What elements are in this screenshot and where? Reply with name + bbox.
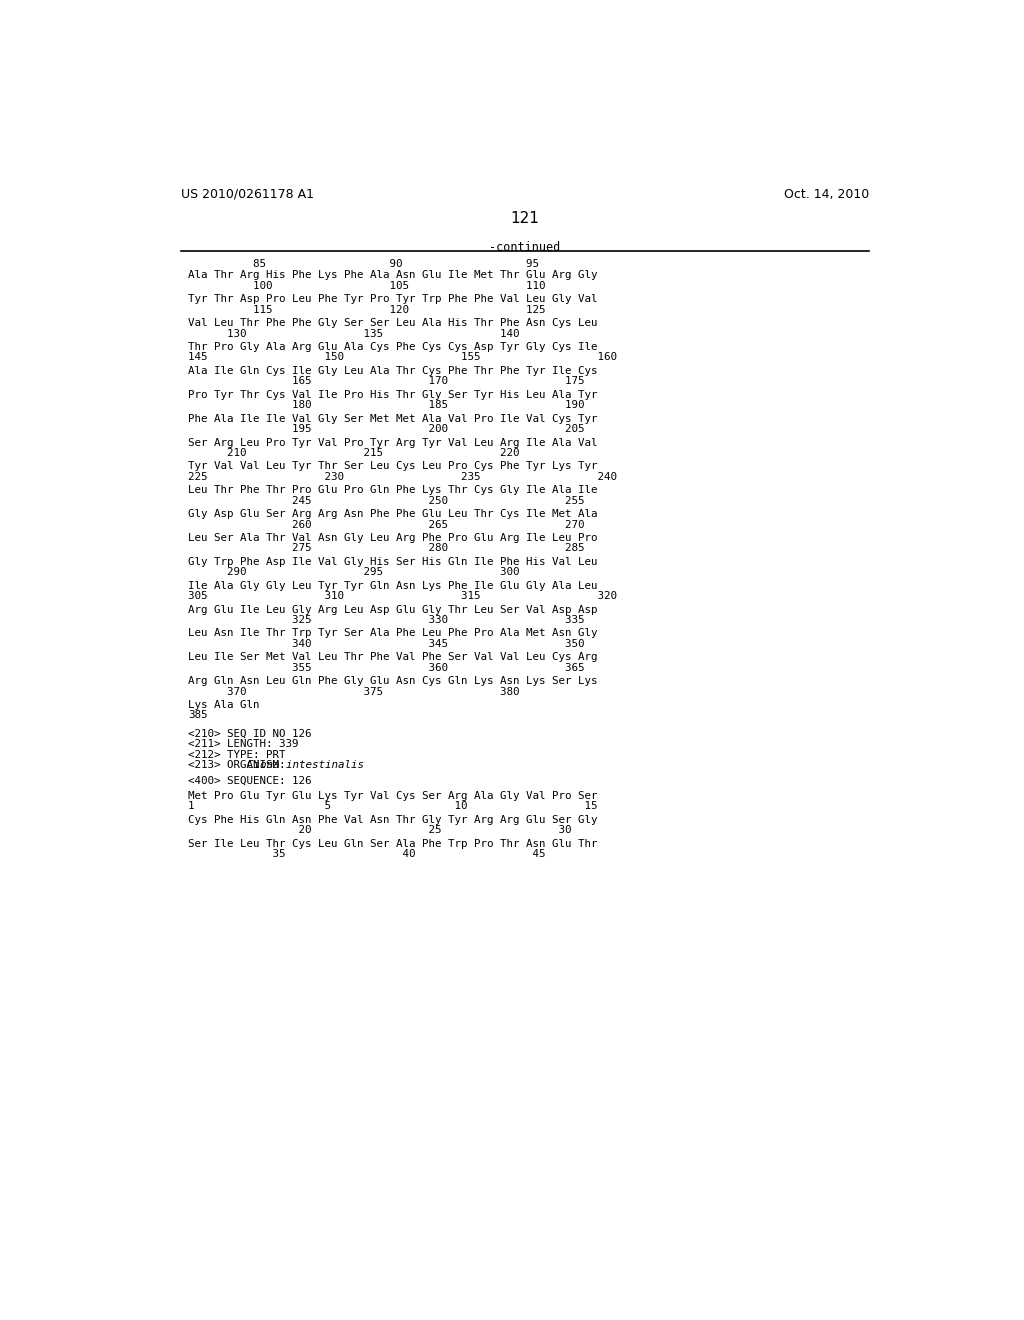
Text: Oct. 14, 2010: Oct. 14, 2010 xyxy=(783,187,869,201)
Text: 195                  200                  205: 195 200 205 xyxy=(188,424,585,434)
Text: 260                  265                  270: 260 265 270 xyxy=(188,520,585,529)
Text: 340                  345                  350: 340 345 350 xyxy=(188,639,585,649)
Text: Leu Ile Ser Met Val Leu Thr Phe Val Phe Ser Val Val Leu Cys Arg: Leu Ile Ser Met Val Leu Thr Phe Val Phe … xyxy=(188,652,598,663)
Text: Met Pro Glu Tyr Glu Lys Tyr Val Cys Ser Arg Ala Gly Val Pro Ser: Met Pro Glu Tyr Glu Lys Tyr Val Cys Ser … xyxy=(188,791,598,801)
Text: 325                  330                  335: 325 330 335 xyxy=(188,615,585,624)
Text: 130                  135                  140: 130 135 140 xyxy=(188,329,520,338)
Text: Leu Ser Ala Thr Val Asn Gly Leu Arg Phe Pro Glu Arg Ile Leu Pro: Leu Ser Ala Thr Val Asn Gly Leu Arg Phe … xyxy=(188,533,598,543)
Text: 305                  310                  315                  320: 305 310 315 320 xyxy=(188,591,617,601)
Text: 355                  360                  365: 355 360 365 xyxy=(188,663,585,673)
Text: <212> TYPE: PRT: <212> TYPE: PRT xyxy=(188,750,286,760)
Text: 225                  230                  235                  240: 225 230 235 240 xyxy=(188,471,617,482)
Text: Arg Glu Ile Leu Gly Arg Leu Asp Glu Gly Thr Leu Ser Val Asp Asp: Arg Glu Ile Leu Gly Arg Leu Asp Glu Gly … xyxy=(188,605,598,615)
Text: Ala Thr Arg His Phe Lys Phe Ala Asn Glu Ile Met Thr Glu Arg Gly: Ala Thr Arg His Phe Lys Phe Ala Asn Glu … xyxy=(188,271,598,280)
Text: 275                  280                  285: 275 280 285 xyxy=(188,544,585,553)
Text: Thr Pro Gly Ala Arg Glu Ala Cys Phe Cys Cys Asp Tyr Gly Cys Ile: Thr Pro Gly Ala Arg Glu Ala Cys Phe Cys … xyxy=(188,342,598,352)
Text: Ser Ile Leu Thr Cys Leu Gln Ser Ala Phe Trp Pro Thr Asn Glu Thr: Ser Ile Leu Thr Cys Leu Gln Ser Ala Phe … xyxy=(188,838,598,849)
Text: <211> LENGTH: 339: <211> LENGTH: 339 xyxy=(188,739,299,750)
Text: <213> ORGANISM:: <213> ORGANISM: xyxy=(188,760,293,770)
Text: 245                  250                  255: 245 250 255 xyxy=(188,496,585,506)
Text: Lys Ala Gln: Lys Ala Gln xyxy=(188,700,260,710)
Text: Gly Asp Glu Ser Arg Arg Asn Phe Phe Glu Leu Thr Cys Ile Met Ala: Gly Asp Glu Ser Arg Arg Asn Phe Phe Glu … xyxy=(188,510,598,519)
Text: Val Leu Thr Phe Phe Gly Ser Ser Leu Ala His Thr Phe Asn Cys Leu: Val Leu Thr Phe Phe Gly Ser Ser Leu Ala … xyxy=(188,318,598,329)
Text: Leu Asn Ile Thr Trp Tyr Ser Ala Phe Leu Phe Pro Ala Met Asn Gly: Leu Asn Ile Thr Trp Tyr Ser Ala Phe Leu … xyxy=(188,628,598,639)
Text: Ile Ala Gly Gly Leu Tyr Tyr Gln Asn Lys Phe Ile Glu Gly Ala Leu: Ile Ala Gly Gly Leu Tyr Tyr Gln Asn Lys … xyxy=(188,581,598,591)
Text: Tyr Val Val Leu Tyr Thr Ser Leu Cys Leu Pro Cys Phe Tyr Lys Tyr: Tyr Val Val Leu Tyr Thr Ser Leu Cys Leu … xyxy=(188,462,598,471)
Text: 370                  375                  380: 370 375 380 xyxy=(188,686,520,697)
Text: 100                  105                  110: 100 105 110 xyxy=(188,281,546,290)
Text: 165                  170                  175: 165 170 175 xyxy=(188,376,585,387)
Text: 20                  25                  30: 20 25 30 xyxy=(188,825,572,836)
Text: <400> SEQUENCE: 126: <400> SEQUENCE: 126 xyxy=(188,776,312,785)
Text: 145                  150                  155                  160: 145 150 155 160 xyxy=(188,352,617,363)
Text: Arg Gln Asn Leu Gln Phe Gly Glu Asn Cys Gln Lys Asn Lys Ser Lys: Arg Gln Asn Leu Gln Phe Gly Glu Asn Cys … xyxy=(188,676,598,686)
Text: 210                  215                  220: 210 215 220 xyxy=(188,447,520,458)
Text: Gly Trp Phe Asp Ile Val Gly His Ser His Gln Ile Phe His Val Leu: Gly Trp Phe Asp Ile Val Gly His Ser His … xyxy=(188,557,598,566)
Text: 1                    5                   10                  15: 1 5 10 15 xyxy=(188,801,598,812)
Text: Cys Phe His Gln Asn Phe Val Asn Thr Gly Tyr Arg Arg Glu Ser Gly: Cys Phe His Gln Asn Phe Val Asn Thr Gly … xyxy=(188,814,598,825)
Text: <210> SEQ ID NO 126: <210> SEQ ID NO 126 xyxy=(188,729,312,739)
Text: 35                  40                  45: 35 40 45 xyxy=(188,849,546,859)
Text: Ser Arg Leu Pro Tyr Val Pro Tyr Arg Tyr Val Leu Arg Ile Ala Val: Ser Arg Leu Pro Tyr Val Pro Tyr Arg Tyr … xyxy=(188,437,598,447)
Text: Ala Ile Gln Cys Ile Gly Leu Ala Thr Cys Phe Thr Phe Tyr Ile Cys: Ala Ile Gln Cys Ile Gly Leu Ala Thr Cys … xyxy=(188,366,598,376)
Text: 85                   90                   95: 85 90 95 xyxy=(188,259,540,268)
Text: 290                  295                  300: 290 295 300 xyxy=(188,568,520,577)
Text: US 2010/0261178 A1: US 2010/0261178 A1 xyxy=(180,187,313,201)
Text: 180                  185                  190: 180 185 190 xyxy=(188,400,585,411)
Text: Phe Ala Ile Ile Val Gly Ser Met Met Ala Val Pro Ile Val Cys Tyr: Phe Ala Ile Ile Val Gly Ser Met Met Ala … xyxy=(188,413,598,424)
Text: -continued: -continued xyxy=(489,240,560,253)
Text: Ciona intestinalis: Ciona intestinalis xyxy=(247,760,364,770)
Text: Tyr Thr Asp Pro Leu Phe Tyr Pro Tyr Trp Phe Phe Val Leu Gly Val: Tyr Thr Asp Pro Leu Phe Tyr Pro Tyr Trp … xyxy=(188,294,598,305)
Text: 121: 121 xyxy=(510,211,540,226)
Text: Pro Tyr Thr Cys Val Ile Pro His Thr Gly Ser Tyr His Leu Ala Tyr: Pro Tyr Thr Cys Val Ile Pro His Thr Gly … xyxy=(188,389,598,400)
Text: 115                  120                  125: 115 120 125 xyxy=(188,305,546,314)
Text: Leu Thr Phe Thr Pro Glu Pro Gln Phe Lys Thr Cys Gly Ile Ala Ile: Leu Thr Phe Thr Pro Glu Pro Gln Phe Lys … xyxy=(188,486,598,495)
Text: 385: 385 xyxy=(188,710,208,721)
